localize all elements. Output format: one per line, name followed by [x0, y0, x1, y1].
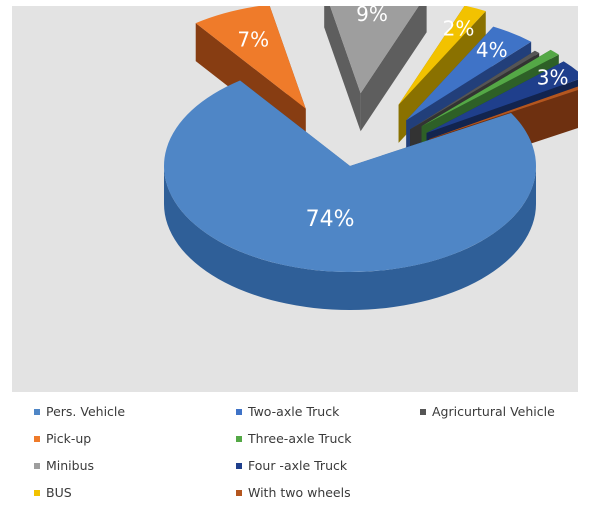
legend: Pers. Vehicle Pick-up Minibus BUS Two-axle T… [0, 398, 592, 507]
legend-label: Three-axle Truck [248, 431, 352, 446]
legend-label: With two wheels [248, 485, 351, 500]
slice-label-7: 3% [537, 66, 569, 90]
legend-swatch [34, 435, 40, 442]
pie-slice-0 [163, 80, 536, 310]
legend-item: Two-axle Truck [236, 404, 339, 419]
slice-label-0: 74% [306, 207, 355, 232]
legend-label: Minibus [46, 458, 95, 473]
legend-swatch [236, 435, 242, 442]
slice-label-1: 7% [237, 28, 269, 52]
legend-label: BUS [46, 485, 72, 500]
slice-label-2: 9% [356, 6, 388, 26]
slice-label-4: 4% [476, 38, 508, 62]
legend-swatch [236, 489, 242, 496]
legend-swatch [34, 462, 40, 469]
legend-item: Pick-up [34, 431, 91, 446]
legend-label: Two-axle Truck [248, 404, 340, 419]
pie-slice-2 [324, 6, 427, 132]
legend-label: Agricurtural Vehicle [432, 404, 555, 419]
slice-label-3: 2% [443, 16, 475, 40]
legend-swatch [236, 462, 242, 469]
legend-label: Four -axle Truck [248, 458, 348, 473]
legend-item: Three-axle Truck [236, 431, 351, 446]
legend-swatch [420, 408, 426, 415]
legend-swatch [34, 408, 40, 415]
legend-swatch [34, 489, 40, 496]
pie-chart: 74% 7% 9% 2%4% 3% [163, 6, 578, 310]
legend-item: BUS [34, 485, 72, 500]
legend-item: Minibus [34, 458, 94, 473]
legend-item: Agricurtural Vehicle [420, 404, 555, 419]
legend-swatch [236, 408, 242, 415]
legend-label: Pers. Vehicle [46, 404, 126, 419]
legend-label: Pick-up [46, 431, 92, 446]
legend-item: Pers. Vehicle [34, 404, 125, 419]
legend-item: With two wheels [236, 485, 351, 500]
legend-item: Four -axle Truck [236, 458, 347, 473]
plot-area: 74% 7% 9% 2% 4% 3% [12, 6, 578, 392]
